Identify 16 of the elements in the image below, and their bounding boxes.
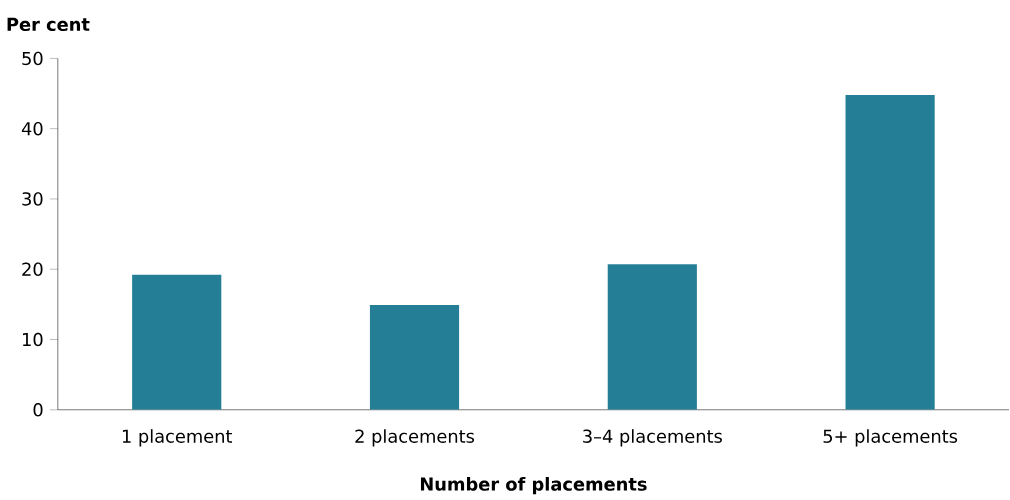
y-tick-label: 30 — [22, 192, 43, 206]
bar — [607, 264, 697, 410]
bar — [845, 94, 935, 410]
y-tick-label: 0 — [33, 402, 43, 417]
x-tick-label: 5+ placements — [823, 429, 958, 447]
y-tick-label: 10 — [22, 332, 43, 347]
x-tick-label: 3–4 placements — [583, 429, 722, 447]
x-tick-label: 2 placements — [355, 429, 475, 447]
bar — [369, 304, 460, 410]
y-tick-label: 40 — [21, 121, 43, 136]
bar — [132, 274, 222, 410]
x-axis-title: Number of placements — [420, 476, 647, 495]
y-tick-label: 50 — [22, 51, 43, 66]
y-tick-label: 20 — [22, 262, 43, 276]
y-axis-title: Per cent — [7, 17, 90, 31]
x-tick-label: 1 placement — [122, 429, 233, 447]
